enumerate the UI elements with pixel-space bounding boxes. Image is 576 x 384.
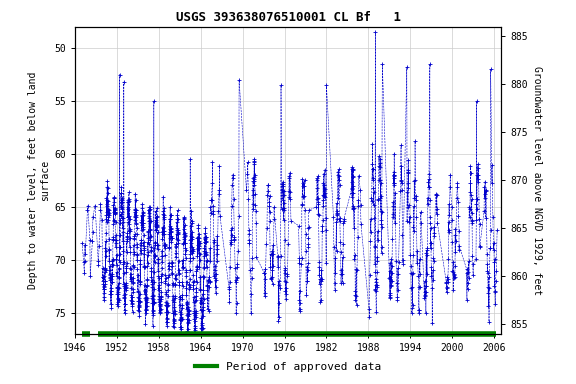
Y-axis label: Depth to water level, feet below land
surface: Depth to water level, feet below land su… bbox=[28, 72, 50, 289]
Title: USGS 393638076510001 CL Bf   1: USGS 393638076510001 CL Bf 1 bbox=[176, 11, 400, 24]
Legend: Period of approved data: Period of approved data bbox=[191, 358, 385, 377]
Y-axis label: Groundwater level above NGVD 1929, feet: Groundwater level above NGVD 1929, feet bbox=[532, 66, 542, 295]
